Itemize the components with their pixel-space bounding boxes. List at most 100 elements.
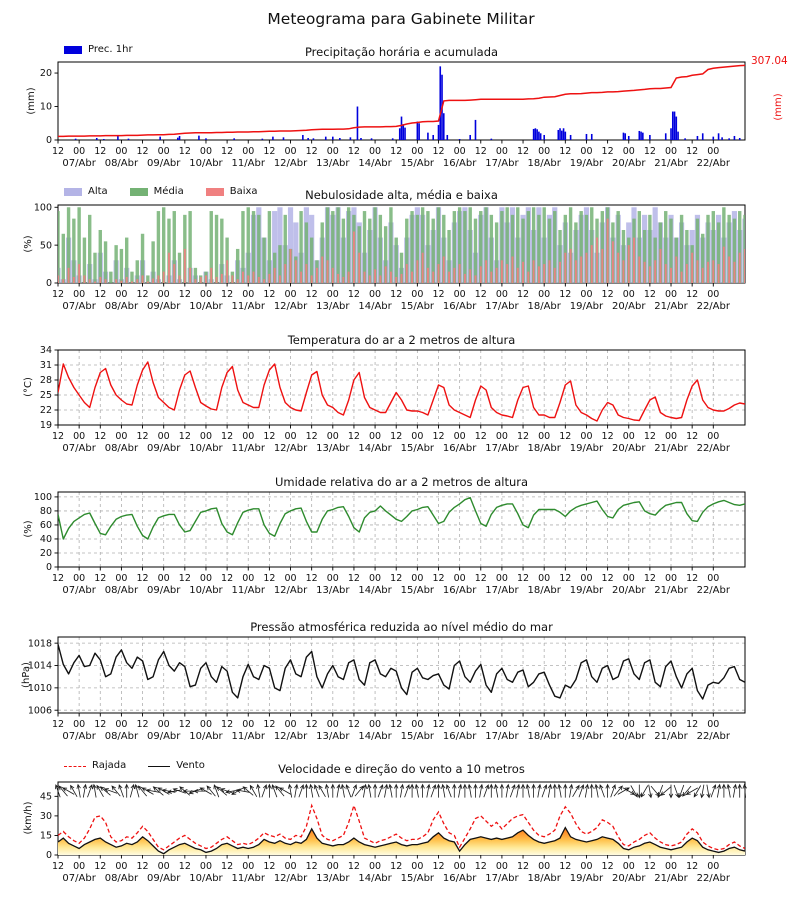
xtick-date-label: 17/Abr [485,731,519,742]
xtick-hour-label: 12 [475,289,487,300]
xtick-hour-label: 00 [200,861,212,872]
xtick-date-label: 14/Abr [358,731,392,742]
xtick-date-label: 21/Abr [654,873,688,884]
prec-1hr-label: Prec. 1hr [88,44,133,55]
xtick-hour-label: 12 [221,146,233,157]
xtick-hour-label: 12 [179,861,191,872]
ytick-label: 100 [34,492,52,503]
xtick-hour-label: 00 [115,431,127,442]
xtick-date-label: 16/Abr [443,301,477,312]
xtick-date-label: 10/Abr [189,443,223,454]
xtick-hour-label: 00 [327,146,339,157]
xtick-hour-label: 00 [665,861,677,872]
xtick-hour-label: 12 [559,431,571,442]
ylabel-humidity: (%) [23,520,34,538]
xtick-hour-label: 00 [158,573,170,584]
xtick-date-label: 19/Abr [570,731,604,742]
xtick-hour-label: 12 [94,431,106,442]
xtick-date-label: 20/Abr [612,443,646,454]
ytick-label: 100 [34,202,52,213]
series-humidity [58,496,745,540]
xtick-date-label: 15/Abr [401,158,435,169]
ytick-label: 1018 [28,638,52,649]
xtick-hour-label: 00 [538,719,550,730]
xtick-hour-label: 00 [665,289,677,300]
xtick-hour-label: 12 [263,289,275,300]
xtick-date-label: 07/Abr [62,585,96,596]
xtick-hour-label: 00 [411,289,423,300]
xtick-hour-label: 00 [707,431,719,442]
xtick-hour-label: 12 [221,861,233,872]
xtick-hour-label: 00 [454,431,466,442]
xtick-date-label: 14/Abr [358,301,392,312]
ytick-label: 30 [40,811,52,822]
xtick-hour-label: 00 [580,289,592,300]
xtick-hour-label: 00 [200,289,212,300]
xtick-hour-label: 12 [602,861,614,872]
xtick-hour-label: 12 [432,289,444,300]
xtick-hour-label: 12 [432,719,444,730]
xtick-date-label: 17/Abr [485,443,519,454]
baixa-label: Baixa [229,186,258,197]
ytick-label: 45 [40,792,52,803]
xtick-hour-label: 12 [348,719,360,730]
xtick-hour-label: 12 [686,146,698,157]
xtick-date-label: 17/Abr [485,873,519,884]
xtick-hour-label: 12 [390,573,402,584]
xtick-date-label: 15/Abr [401,301,435,312]
xtick-hour-label: 00 [454,289,466,300]
xtick-hour-label: 00 [411,146,423,157]
panel-title-temperature: Temperatura do ar a 2 metros de altura [287,333,516,347]
xtick-date-label: 19/Abr [570,443,604,454]
xtick-hour-label: 12 [475,431,487,442]
xtick-date-label: 12/Abr [274,873,308,884]
xtick-hour-label: 12 [179,431,191,442]
xtick-hour-label: 00 [115,146,127,157]
xtick-date-label: 13/Abr [316,158,350,169]
xtick-hour-label: 00 [454,719,466,730]
xtick-hour-label: 12 [644,146,656,157]
ytick-label: 19 [40,420,52,431]
xtick-date-label: 11/Abr [232,585,266,596]
baixa-swatch [205,187,224,196]
series-pressure [58,644,745,700]
xtick-hour-label: 12 [517,289,529,300]
ytick-label: 25 [40,390,52,401]
xtick-date-label: 18/Abr [527,443,561,454]
xtick-hour-label: 00 [284,146,296,157]
ytick-label: 15 [40,831,52,842]
xtick-date-label: 10/Abr [189,731,223,742]
xtick-date-label: 12/Abr [274,158,308,169]
xtick-hour-label: 12 [390,719,402,730]
xtick-hour-label: 00 [623,573,635,584]
xtick-date-label: 16/Abr [443,158,477,169]
xtick-date-label: 18/Abr [527,301,561,312]
xtick-date-label: 18/Abr [527,873,561,884]
ytick-label: 31 [40,360,52,371]
xtick-hour-label: 00 [284,431,296,442]
ylabel-wind: (km/h) [23,801,34,835]
xtick-hour-label: 00 [327,431,339,442]
xtick-hour-label: 12 [137,719,149,730]
xtick-hour-label: 12 [221,719,233,730]
xtick-hour-label: 12 [348,573,360,584]
xtick-date-label: 11/Abr [232,873,266,884]
xtick-hour-label: 12 [475,719,487,730]
xtick-hour-label: 12 [306,146,318,157]
xtick-date-label: 07/Abr [62,158,96,169]
xtick-hour-label: 00 [284,573,296,584]
xtick-date-label: 19/Abr [570,585,604,596]
xtick-hour-label: 12 [602,719,614,730]
series-cloudiness [58,207,745,283]
xtick-date-label: 09/Abr [147,301,181,312]
xtick-hour-label: 12 [221,573,233,584]
xtick-hour-label: 12 [602,431,614,442]
xtick-date-label: 18/Abr [527,731,561,742]
xtick-date-label: 20/Abr [612,731,646,742]
xtick-hour-label: 12 [559,289,571,300]
xtick-hour-label: 12 [602,573,614,584]
wind-speed-fill [58,827,745,855]
